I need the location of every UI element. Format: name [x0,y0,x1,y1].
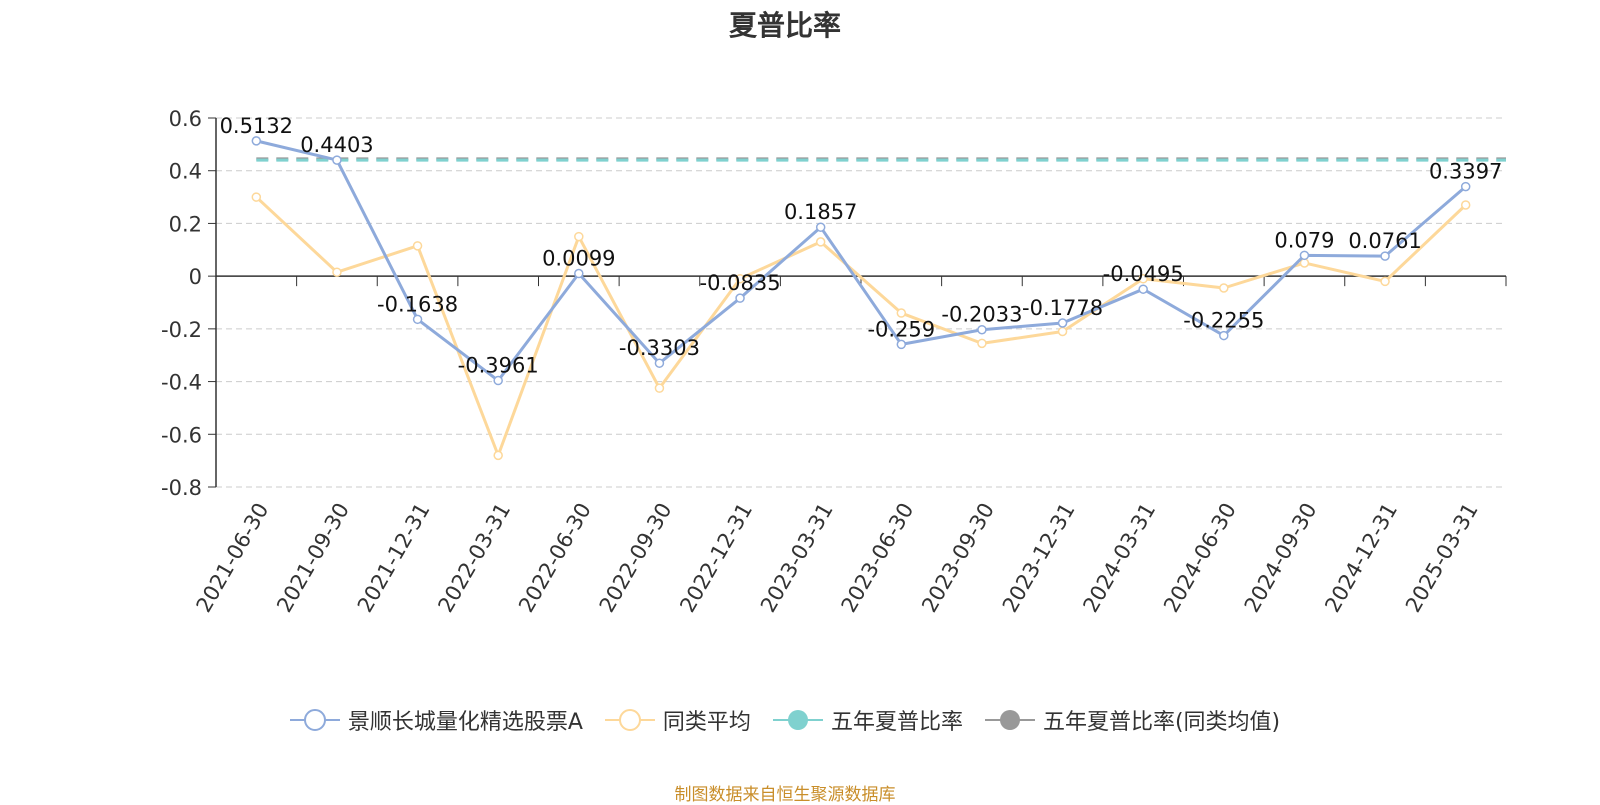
series-line-fund [255,139,1467,383]
source-note: 制图数据来自恒生聚源数据库 [674,785,896,805]
legend-item-five-year-sharpe-peer[interactable]: 五年夏普比率(同类均值) [984,704,1281,736]
data-point-fund [332,155,342,165]
x-tick-label: 2023-12-31 [998,499,1080,617]
line-chart: 0.60.40.20-0.2-0.4-0.6-0.82021-06-302021… [161,107,1507,617]
y-tick-label: -0.8 [161,476,202,500]
data-point-fund [1299,250,1310,261]
data-point-peer-average [977,338,987,349]
data-label: 0.3397 [1429,160,1502,184]
data-label: -0.1778 [1022,296,1103,320]
data-label: 0.5132 [220,114,293,138]
axes: 0.60.40.20-0.2-0.4-0.6-0.82021-06-302021… [161,107,1507,617]
data-label: -0.0495 [1103,262,1184,286]
legend-label-five-year-sharpe: 五年夏普比率 [830,710,963,735]
series-lines [251,136,1471,461]
data-point-fund [896,339,907,350]
y-tick-label: 0.2 [169,212,202,236]
data-point-peer-average [251,192,262,202]
data-label: -0.2255 [1183,309,1264,333]
x-tick-label: 2023-06-30 [837,499,919,617]
data-point-fund [251,136,262,146]
legend-label-peer-average: 同类平均 [662,710,751,735]
data-label: 0.4403 [300,133,373,157]
x-tick-label: 2022-09-30 [595,499,677,617]
data-point-fund [574,268,584,279]
data-label: 0.079 [1274,228,1334,252]
y-tick-label: -0.4 [161,371,202,395]
data-point-peer-average [1380,276,1390,287]
x-tick-label: 2022-06-30 [514,499,596,617]
x-tick-label: 2024-12-31 [1320,499,1402,617]
data-label: 0.0761 [1348,229,1421,253]
data-label: -0.3303 [619,336,700,360]
data-point-fund [1219,330,1229,341]
data-point-fund [1460,181,1471,192]
data-label: -0.2033 [941,303,1022,327]
x-tick-label: 2023-03-31 [756,499,838,617]
x-tick-label: 2022-12-31 [675,499,757,617]
legend: 景顺长城量化精选股票A 同类平均 五年夏普比率 五年夏普比率(同类均值) [0,704,1570,736]
reference-lines [256,157,1506,162]
data-point-fund [654,358,665,368]
legend-line-dot-icon [772,710,823,730]
y-tick-label: 0.4 [169,160,202,184]
data-label: 0.1857 [784,200,857,224]
data-point-fund [815,222,826,232]
legend-item-peer-average[interactable]: 同类平均 [604,704,751,736]
x-tick-label: 2022-03-31 [433,499,515,617]
data-label: -0.3961 [458,354,539,378]
x-tick-label: 2023-09-30 [917,499,999,617]
data-label: -0.1638 [377,292,458,316]
legend-item-fund[interactable]: 景顺长城量化精选股票A [289,704,583,736]
y-tick-label: -0.6 [161,423,202,447]
data-point-fund [493,375,503,386]
data-point-fund [1380,251,1390,261]
legend-line-dot-icon [984,710,1035,730]
x-tick-label: 2021-09-30 [272,499,354,617]
data-point-fund [735,293,745,303]
data-point-peer-average [896,308,907,318]
data-point-peer-average [412,241,423,251]
data-label: -0.0835 [700,271,781,295]
legend-line-circle-icon [289,709,340,731]
legend-label-five-year-sharpe-peer: 五年夏普比率(同类均值) [1042,710,1281,735]
data-point-peer-average [815,237,826,247]
data-point-peer-average [1138,274,1148,284]
y-tick-label: -0.2 [161,318,202,342]
data-point-peer-average [1057,326,1068,337]
data-label: -0.259 [867,317,935,341]
data-point-peer-average [735,274,745,284]
data-label: 0.0099 [542,247,615,271]
legend-label-fund: 景顺长城量化精选股票A [347,710,583,735]
data-point-peer-average [332,267,342,277]
x-tick-label: 2024-03-31 [1078,499,1160,617]
x-tick-label: 2024-06-30 [1159,499,1241,617]
chart-title: 夏普比率 [728,9,841,42]
y-tick-label: 0.6 [169,107,202,131]
data-point-fund [1057,318,1068,328]
data-point-fund [412,314,423,325]
data-point-fund [977,324,987,335]
y-tick-label: 0 [189,265,202,289]
data-point-peer-average [1460,200,1471,210]
data-point-peer-average [654,383,665,393]
data-point-peer-average [493,450,503,461]
x-tick-label: 2025-03-31 [1401,499,1483,617]
x-tick-label: 2024-09-30 [1240,499,1322,617]
legend-item-five-year-sharpe[interactable]: 五年夏普比率 [772,704,963,736]
data-labels: 0.5132 0.4403 -0.1638 -0.3961 0.0099 -0.3303 -… [220,114,1503,378]
x-tick-label: 2021-12-31 [353,499,435,617]
x-tick-label: 2021-06-30 [192,499,274,617]
data-point-fund [1138,284,1148,294]
data-point-peer-average [1219,283,1229,293]
data-point-peer-average [574,231,584,242]
legend-line-circle-icon [604,709,655,731]
